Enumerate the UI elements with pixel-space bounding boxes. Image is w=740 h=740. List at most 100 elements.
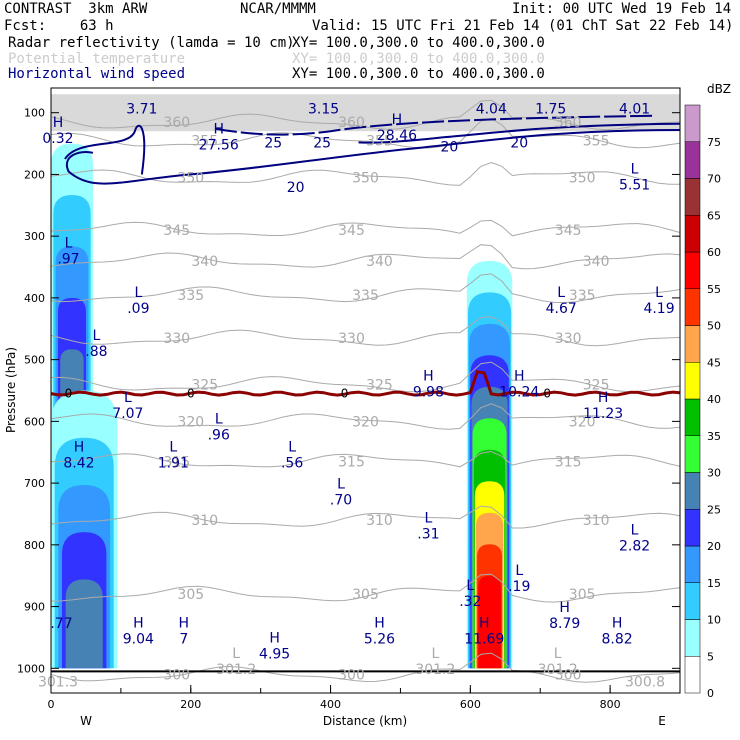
theta-contour-345 <box>51 219 680 237</box>
y-tick-label-500: 500 <box>24 354 45 367</box>
theta-label-330-0: 330 <box>163 331 190 347</box>
theta-label-325-1: 325 <box>366 377 393 393</box>
colorbar-label-65: 65 <box>707 209 721 222</box>
field1-name: Radar reflectivity (lamda = 10 cm) <box>8 35 295 51</box>
theta-label-300-0: 300 <box>163 667 190 683</box>
theta-label-315-2: 315 <box>555 454 582 470</box>
y-axis-label: Pressure (hPa) <box>4 347 18 433</box>
freezing-level-line <box>51 370 680 397</box>
wind-extremum-28-value: 9.04 <box>123 631 154 647</box>
colorbar-swatch-60 <box>684 215 701 253</box>
colorbar-label-55: 55 <box>707 283 721 296</box>
freezing-label-1: 0 <box>187 387 195 401</box>
wind-extremum-16-value: 7.07 <box>112 406 143 422</box>
wind-extremum-1-value: 3.71 <box>126 102 157 118</box>
wind-contour-25 <box>211 114 653 136</box>
wind-extremum-24-type: L <box>515 563 523 579</box>
colorbar-label-15: 15 <box>707 577 721 590</box>
y-tick-label-1000: 1000 <box>17 662 45 675</box>
theta-contour-320 <box>51 403 680 430</box>
wind-extremum-16-type: L <box>124 390 132 406</box>
colorbar-swatch-30 <box>684 435 701 473</box>
wind-label-20-1: 20 <box>440 140 458 156</box>
theta-label-330-1: 330 <box>338 331 365 347</box>
theta-label-305-0: 305 <box>177 587 204 603</box>
theta-extremum-1-value: 301.2 <box>415 662 455 678</box>
wind-label-20-2: 20 <box>510 135 528 151</box>
header-center: NCAR/MMMM <box>240 1 316 17</box>
wind-extremum-10-value: .09 <box>127 301 149 317</box>
theta-contour-335 <box>51 273 680 304</box>
y-tick-label-700: 700 <box>24 477 45 490</box>
theta-label-345-1: 345 <box>338 223 365 239</box>
freezing-label-3: 0 <box>543 387 551 401</box>
theta-label-355-1: 355 <box>366 133 393 149</box>
freezing-label-0: 0 <box>65 387 73 401</box>
colorbar-label-0: 0 <box>707 687 714 700</box>
colorbar-swatch-55 <box>684 251 701 289</box>
colorbar-swatch-25 <box>684 472 701 510</box>
theta-extremum-2-type: L <box>554 646 562 662</box>
theta-label-320-2: 320 <box>569 414 596 430</box>
theta-label-340-0: 340 <box>191 254 218 270</box>
theta-label-320-1: 320 <box>352 414 379 430</box>
theta-label-325-2: 325 <box>583 377 610 393</box>
theta-extremum-0-type: L <box>232 646 240 662</box>
wind-extremum-34-value: 8.82 <box>602 631 633 647</box>
wind-extremum-9-type: L <box>65 236 73 252</box>
x-tick-label-200: 200 <box>180 698 201 711</box>
theta-label-300-2: 300 <box>555 667 582 683</box>
colorbar-label-30: 30 <box>707 467 721 480</box>
x-left-end-label: W <box>80 714 92 728</box>
theta-label-360-1: 360 <box>338 115 365 131</box>
theta-label-350-0: 350 <box>177 171 204 187</box>
theta-label-305-1: 305 <box>352 587 379 603</box>
wind-extremum-12-value: 4.67 <box>546 301 577 317</box>
wind-extremum-23-type: L <box>424 510 432 526</box>
wind-extremum-28-type: H <box>133 615 144 631</box>
wind-extremum-25-value: 2.82 <box>619 539 650 555</box>
wind-extremum-33-type: H <box>559 600 570 616</box>
colorbar-swatch-20 <box>684 509 701 547</box>
header-valid: Valid: 15 UTC Fri 21 Feb 14 (01 ChT Sat … <box>312 18 734 34</box>
wind-extremum-29-type: H <box>179 615 190 631</box>
theta-contour-305 <box>51 573 680 603</box>
wind-extremum-10-type: L <box>134 285 142 301</box>
wind-extremum-11-value: .88 <box>85 344 107 360</box>
wind-extremum-22-type: L <box>337 476 345 492</box>
wind-extremum-22-value: .70 <box>330 492 352 508</box>
wind-extremum-13-value: 4.19 <box>643 301 674 317</box>
theta-label-335-0: 335 <box>177 288 204 304</box>
colorbar-swatch-70 <box>684 141 701 179</box>
colorbar-label-35: 35 <box>707 430 721 443</box>
theta-label-355-0: 355 <box>191 133 218 149</box>
x-axis-label: Distance (km) <box>323 714 407 728</box>
header-init: Init: 00 UTC Wed 19 Feb 14 <box>512 1 732 17</box>
wind-extremum-26-type: L <box>466 578 474 594</box>
wind-extremum-4-value: 28.46 <box>377 128 417 144</box>
wind-extremum-18-type: H <box>598 390 609 406</box>
theta-extremum-4-value: 301.3 <box>38 674 78 690</box>
theta-label-345-2: 345 <box>555 223 582 239</box>
wind-extremum-17-value: .96 <box>208 428 230 444</box>
wind-extremum-32-value: 11.69 <box>464 631 504 647</box>
x-tick-label-400: 400 <box>320 698 341 711</box>
wind-extremum-4-type: H <box>392 112 403 128</box>
colorbar-label-40: 40 <box>707 393 721 406</box>
colorbar-swatch-35 <box>684 398 701 436</box>
x-right-end-label: E <box>658 714 666 728</box>
wind-label-25-0: 25 <box>264 135 282 151</box>
wind-contour-15 <box>64 124 146 175</box>
colorbar-swatch-10 <box>684 582 701 620</box>
theta-contour-315 <box>51 450 680 468</box>
theta-contour-300 <box>51 652 680 683</box>
wind-extremum-0-type: H <box>53 115 64 131</box>
theta-label-305-2: 305 <box>569 587 596 603</box>
theta-contour-355 <box>51 118 680 149</box>
theta-extremum-3-value: 300.8 <box>625 674 665 690</box>
theta-label-360-0: 360 <box>163 115 190 131</box>
x-tick-label-800: 800 <box>600 698 621 711</box>
wind-extremum-15-type: H <box>514 368 525 384</box>
theta-label-340-2: 340 <box>583 254 610 270</box>
colorbar-swatch-15 <box>684 545 701 583</box>
